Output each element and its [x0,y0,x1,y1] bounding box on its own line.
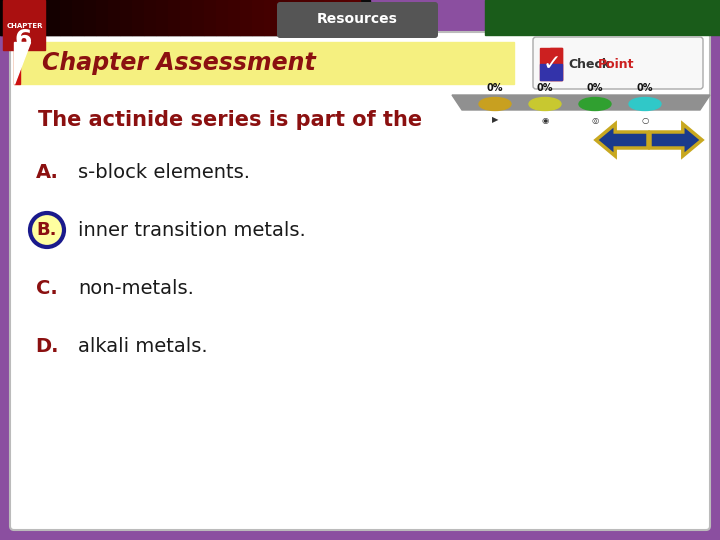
Bar [14,42,20,84]
Bar [228,0,240,35]
Bar [540,48,562,80]
Bar [144,0,156,35]
Text: B.: B. [37,221,58,239]
Text: Resources: Resources [317,12,397,26]
Text: A.: A. [35,163,58,181]
Text: alkali metals.: alkali metals. [78,336,207,355]
Bar [216,0,228,35]
Text: s-block elements.: s-block elements. [78,163,250,181]
Bar [336,0,348,35]
Text: ○: ○ [642,116,649,125]
Text: The actinide series is part of the: The actinide series is part of the [38,110,422,130]
Text: 0%: 0% [487,83,503,93]
Bar [72,0,84,35]
Bar [312,0,324,35]
Text: inner transition metals.: inner transition metals. [78,220,306,240]
Ellipse shape [529,98,561,111]
Bar [60,0,72,35]
Bar [14,42,514,84]
Bar [120,0,132,35]
Text: Chapter Assessment: Chapter Assessment [42,51,316,75]
Text: ◉: ◉ [541,116,549,125]
Bar [252,0,264,35]
Bar [24,0,36,35]
Bar [204,0,216,35]
Text: 0%: 0% [636,83,653,93]
Bar [180,0,192,35]
Bar [276,0,288,35]
Bar [348,0,360,35]
Bar [48,0,60,35]
Text: 0%: 0% [587,83,603,93]
Polygon shape [14,42,30,84]
Text: ✓: ✓ [543,54,562,74]
Bar [0,0,370,35]
Bar [324,0,336,35]
Text: ▶: ▶ [492,116,498,125]
Bar [168,0,180,35]
Polygon shape [650,124,702,156]
Bar [485,0,720,35]
Bar [192,0,204,35]
Text: D.: D. [35,336,59,355]
Bar [0,0,370,35]
Text: C.: C. [36,279,58,298]
Bar [96,0,108,35]
FancyBboxPatch shape [277,2,438,38]
Text: CHAPTER: CHAPTER [7,23,43,29]
Text: ◎: ◎ [591,116,598,125]
Text: 0%: 0% [536,83,553,93]
Ellipse shape [629,98,661,111]
Bar [264,0,276,35]
Bar [132,0,144,35]
Text: 6: 6 [14,28,32,52]
Bar [3,0,45,50]
FancyBboxPatch shape [533,37,703,89]
Polygon shape [596,124,648,156]
Text: non-metals.: non-metals. [78,279,194,298]
Text: Check: Check [568,57,610,71]
Bar [550,48,562,80]
FancyBboxPatch shape [10,32,710,530]
Bar [84,0,96,35]
Bar [288,0,300,35]
Ellipse shape [579,98,611,111]
Circle shape [30,213,64,247]
Text: Point: Point [598,57,634,71]
Bar [540,64,562,80]
Polygon shape [452,95,710,110]
Bar [12,0,24,35]
Bar [240,0,252,35]
Bar [36,0,48,35]
Bar [156,0,168,35]
Bar [300,0,312,35]
Bar [108,0,120,35]
Bar [0,0,12,35]
Ellipse shape [479,98,511,111]
